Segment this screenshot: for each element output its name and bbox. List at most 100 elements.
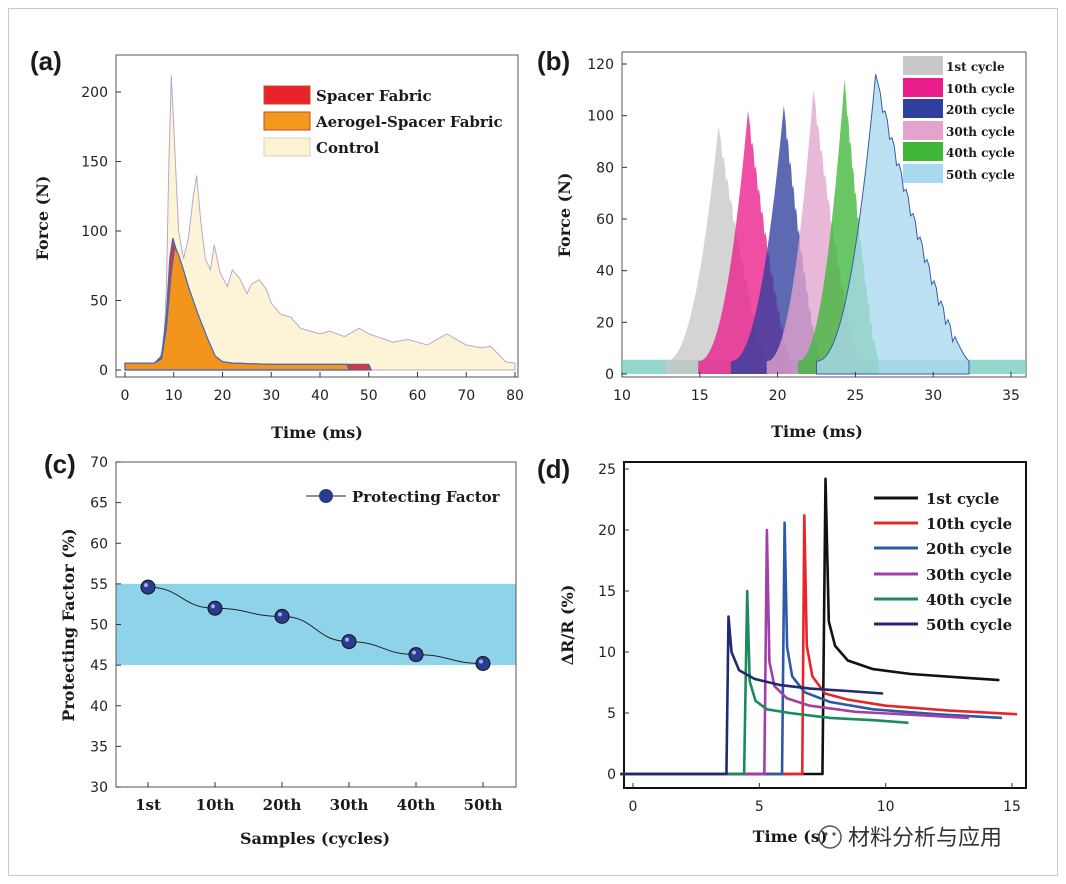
legend-a-swatch-1 — [263, 111, 311, 131]
panel-b-label: (b) — [537, 46, 570, 76]
panel-b-y-title: Force (N) — [555, 173, 574, 258]
panel-c-point-2 — [274, 608, 290, 624]
panel-d-ytick-label-0: 0 — [607, 767, 616, 783]
legend-b-label-3: 30th cycle — [946, 125, 1015, 139]
legend-a-label-0: Spacer Fabric — [316, 87, 432, 105]
legend-b-label-1: 10th cycle — [946, 82, 1015, 96]
panel-c-point-highlight-5 — [479, 659, 483, 664]
panel-c-chart: 30 35 40 45 50 55 60 65 70 1st 10th 20th 30th 40th 50t… — [59, 455, 517, 848]
legend-d-label-3: 30th cycle — [926, 566, 1012, 584]
legend-b-swatch-1 — [903, 78, 943, 97]
panel-a-xtick-label-7: 70 — [457, 388, 475, 404]
panel-a-xtick-label-4: 40 — [311, 388, 329, 404]
panel-d-ytick-label-1: 5 — [607, 706, 616, 722]
panel-c-point-4 — [408, 647, 424, 663]
panel-b-xtick-label-2: 20 — [769, 388, 787, 404]
panel-b-xtick-label-0: 10 — [613, 388, 631, 404]
panel-a-label: (a) — [30, 46, 62, 76]
panel-c-xtick-label-5: 50th — [464, 796, 503, 814]
panel-c-point-1 — [207, 600, 223, 616]
panel-b-plot-frame — [621, 51, 1027, 378]
panel-b-xtick-label-5: 35 — [1002, 388, 1020, 404]
panel-b-ytick-label-1: 20 — [596, 315, 614, 331]
panel-a-xtick-label-8: 80 — [506, 388, 524, 404]
panel-c-point-highlight-2 — [278, 612, 282, 617]
panel-d-y-title: ΔR/R (%) — [558, 585, 577, 666]
legend-b-label-2: 20th cycle — [946, 103, 1015, 117]
legend-d-label-1: 10th cycle — [926, 515, 1012, 533]
panel-c-ytick-label-5: 55 — [90, 577, 108, 593]
panel-a-ytick-label-0: 0 — [99, 363, 108, 379]
legend-b-label-0: 1st cycle — [946, 60, 1005, 74]
panel-c-x-title: Samples (cycles) — [240, 829, 390, 848]
panel-c-xtick-label-4: 40th — [397, 796, 436, 814]
panel-d-ytick-label-5: 25 — [598, 462, 616, 478]
panel-d-label: (d) — [537, 454, 570, 484]
panel-d-xtick-label-1: 5 — [755, 799, 764, 815]
legend-d-label-5: 50th cycle — [926, 616, 1012, 634]
panel-c-point-highlight-4 — [412, 650, 416, 655]
panel-b-x-title: Time (ms) — [771, 422, 863, 441]
panel-a-ytick-label-3: 150 — [81, 155, 108, 171]
legend-c-marker — [319, 489, 333, 503]
legend-d-label-2: 20th cycle — [926, 540, 1012, 558]
panel-a-y-title: Force (N) — [33, 176, 52, 261]
panel-b-ytick-label-6: 120 — [587, 57, 614, 73]
panel-d-chart: 0 5 10 15 0 5 10 15 20 25 1st cycle 10th cycle 20… — [558, 461, 1027, 846]
legend-c-label: Protecting Factor — [352, 488, 501, 506]
legend-d-label-4: 40th cycle — [926, 591, 1012, 609]
panel-d-line-2 — [620, 521, 1002, 776]
panel-b-ytick-label-0: 0 — [605, 367, 614, 383]
panel-c-xtick-label-2: 20th — [263, 796, 302, 814]
panel-d-xtick-label-2: 10 — [877, 799, 895, 815]
panel-c-ytick-label-0: 30 — [90, 780, 108, 796]
panel-b-xtick-label-3: 25 — [846, 388, 864, 404]
panel-a-x-title: Time (ms) — [271, 423, 363, 442]
panel-c-y-title: Protecting Factor (%) — [59, 528, 78, 721]
panel-d-line-1 — [620, 514, 1018, 776]
wechat-icon-eye-left — [824, 832, 828, 836]
legend-b-swatch-5 — [903, 164, 943, 183]
panel-d-line-5 — [620, 615, 884, 776]
panel-c-xtick-label-0: 1st — [135, 796, 161, 814]
legend-a-label-2: Control — [316, 139, 380, 157]
wechat-icon-eye-right — [832, 832, 836, 836]
panel-a-chart: 0 10 20 30 40 50 60 70 80 0 50 100 150 200 Spacer Fab… — [33, 54, 524, 442]
panel-d-ytick-label-4: 20 — [598, 523, 616, 539]
watermark: 材料分析与应用 — [818, 825, 1002, 851]
panel-a-xtick-label-5: 50 — [360, 388, 378, 404]
panel-c-label: (c) — [44, 449, 76, 479]
panel-a-ytick-label-4: 200 — [81, 85, 108, 101]
panel-c-point-highlight-1 — [211, 604, 215, 609]
panel-b-xtick-label-4: 30 — [924, 388, 942, 404]
panel-d-x-title: Time (s) — [753, 827, 828, 846]
legend-d-label-0: 1st cycle — [926, 490, 999, 508]
panel-b-ytick-label-5: 100 — [587, 109, 614, 125]
panel-b-ytick-label-3: 60 — [596, 212, 614, 228]
panel-b-area-5 — [816, 74, 970, 375]
panel-a-area-1 — [124, 245, 351, 371]
panel-c-xtick-label-1: 10th — [196, 796, 235, 814]
panel-a-area-2 — [124, 75, 516, 371]
panel-d-line-4 — [620, 589, 909, 776]
legend-a-label-1: Aerogel-Spacer Fabric — [315, 113, 503, 131]
panel-a-xtick-label-1: 10 — [165, 388, 183, 404]
legend-b-label-5: 50th cycle — [946, 168, 1015, 182]
panel-c-point-5 — [475, 656, 491, 671]
panel-c-ytick-label-6: 60 — [90, 536, 108, 552]
panel-c-point-3 — [341, 634, 357, 650]
legend-b-swatch-4 — [903, 142, 943, 161]
panel-d-xtick-label-3: 15 — [1003, 799, 1021, 815]
legend-b-label-4: 40th cycle — [946, 146, 1015, 160]
panel-a-ytick-label-2: 100 — [81, 224, 108, 240]
panel-c-ytick-label-4: 50 — [90, 618, 108, 634]
panel-b-chart: 10 15 20 25 30 35 0 20 40 60 80 100 120 1st cycle 10… — [555, 51, 1027, 441]
panel-d-line-0 — [620, 477, 1000, 776]
panel-d-ytick-label-3: 15 — [598, 584, 616, 600]
panel-c-ytick-label-1: 35 — [90, 739, 108, 755]
panel-c-xtick-label-3: 30th — [330, 796, 369, 814]
panel-c-range-band — [116, 583, 516, 666]
panel-c-ytick-label-7: 65 — [90, 496, 108, 512]
panel-d-line-3 — [620, 528, 970, 776]
panel-a-ytick-label-1: 50 — [90, 294, 108, 310]
